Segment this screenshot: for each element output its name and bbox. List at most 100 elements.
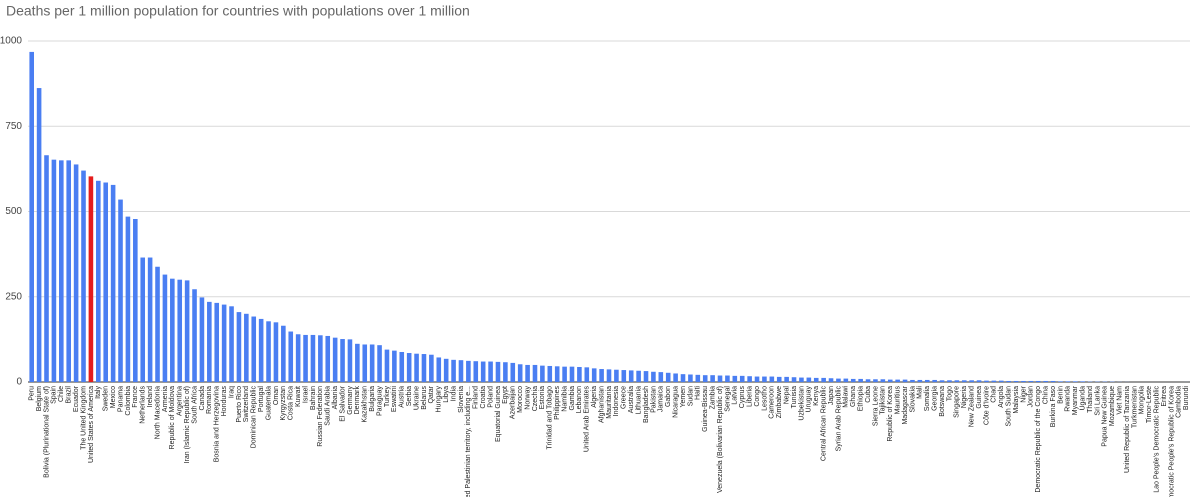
- x-tick-label: Haiti: [695, 386, 702, 400]
- bar: [451, 359, 456, 382]
- x-tick-label: Kenya: [813, 386, 820, 406]
- bar: [88, 176, 94, 382]
- bar: [1028, 380, 1034, 382]
- x-tick-label: North Macedonia: [154, 386, 161, 439]
- x-tick-label: Turkey: [384, 386, 391, 408]
- bar: [458, 360, 464, 382]
- bar: [584, 367, 590, 382]
- bar: [73, 164, 79, 382]
- x-tick-label: Mauritius: [894, 386, 901, 415]
- x-tick-label: Zimbabwe: [776, 386, 783, 418]
- bar: [29, 51, 34, 383]
- bar: [429, 354, 434, 382]
- x-tick-label: Iran (Islamic Republic of): [184, 386, 191, 463]
- x-tick-label: Bosnia and Herzegovina: [214, 386, 221, 462]
- x-tick-label: Cambodia: [1176, 386, 1183, 418]
- bar: [1050, 380, 1056, 382]
- bar: [503, 362, 508, 382]
- x-tick-label: Japan: [828, 386, 835, 405]
- x-tick-label: Burundi: [1183, 386, 1190, 411]
- x-tick-label: Lao People's Democratic Republic: [1154, 386, 1161, 493]
- x-tick-label: Rwanda: [1065, 386, 1072, 412]
- x-tick-label: Slovakia: [909, 386, 916, 413]
- x-tick-label: Eritrea: [1161, 386, 1168, 407]
- bar: [125, 216, 131, 382]
- bar: [717, 375, 723, 382]
- x-tick-label: Slovenia: [458, 386, 465, 413]
- x-tick-label: Germany: [347, 386, 354, 415]
- bar: [998, 380, 1004, 382]
- x-tick-label: Mauritania: [606, 386, 613, 419]
- bar: [769, 376, 775, 382]
- x-tick-label: Occupied Palestinian territory, includin…: [465, 386, 472, 497]
- y-tick-label: 750: [5, 121, 22, 132]
- bar: [525, 364, 530, 382]
- x-tick-label: El Salvador: [339, 385, 346, 421]
- bar: [725, 375, 730, 382]
- bar: [1058, 381, 1063, 382]
- x-tick-label: Viet Nam: [1117, 386, 1124, 415]
- bar: [147, 257, 153, 382]
- x-tick-label: Gambia: [569, 386, 576, 411]
- bar: [466, 360, 471, 382]
- x-tick-label: Serbia: [406, 386, 413, 406]
- x-tick-label: Saudi Arabia: [325, 386, 332, 426]
- bar: [236, 312, 242, 382]
- x-tick-label: Turkmenistan: [1131, 386, 1138, 428]
- bar: [110, 184, 116, 382]
- x-tick-label: Finland: [473, 386, 480, 409]
- bar: [192, 289, 197, 382]
- x-tick-label: Croatia: [480, 386, 487, 409]
- x-tick-label: Trinidad and Tobago: [547, 386, 554, 450]
- bar: [917, 379, 923, 382]
- x-tick-label: Sierra Leone: [872, 386, 879, 426]
- bar: [540, 365, 545, 382]
- bar: [414, 353, 419, 382]
- x-tick-label: Malaysia: [1013, 386, 1020, 414]
- bar: [244, 313, 249, 382]
- x-tick-label: Ireland: [147, 386, 154, 408]
- x-tick-label: Mozambique: [1109, 386, 1116, 426]
- x-tick-label: Uganda: [1080, 386, 1087, 411]
- bar: [421, 354, 427, 382]
- x-tick-label: Kyrgyzstan: [280, 386, 287, 421]
- bar: [688, 374, 693, 382]
- bar: [784, 376, 789, 382]
- x-tick-label: Congo: [754, 386, 761, 407]
- x-tick-label: Australia: [628, 386, 635, 413]
- bar: [177, 279, 183, 382]
- x-tick-label: Portugal: [258, 386, 265, 413]
- bar: [332, 337, 338, 382]
- x-tick-label: Brazil: [66, 386, 73, 404]
- bar: [318, 335, 323, 382]
- bar: [547, 365, 553, 382]
- bar: [621, 370, 627, 382]
- x-tick-label: Romania: [206, 386, 213, 414]
- bar: [258, 318, 264, 382]
- x-tick-label: Ecuador: [73, 385, 80, 412]
- x-tick-label: Bangladesh: [643, 386, 650, 423]
- x-tick-label: Nepal: [783, 386, 790, 405]
- x-tick-label: Jordan: [1028, 386, 1035, 408]
- y-tick-label: 250: [5, 291, 22, 302]
- bar: [636, 370, 641, 382]
- x-tick-label: Zambia: [709, 386, 716, 409]
- x-tick-label: Colombia: [125, 386, 132, 416]
- x-tick-label: Poland: [487, 386, 494, 408]
- bar: [969, 380, 974, 382]
- x-tick-label: Thailand: [1087, 386, 1094, 413]
- bar: [910, 379, 915, 382]
- bar: [362, 344, 368, 382]
- y-tick-label: 500: [5, 206, 22, 217]
- x-tick-label: Denmark: [354, 386, 361, 415]
- x-tick-label: United Republic of Tanzania: [1124, 386, 1131, 473]
- x-tick-label: Panama: [117, 386, 124, 412]
- bar: [162, 274, 168, 382]
- bar: [932, 379, 937, 382]
- bar: [858, 378, 863, 382]
- x-tick-label: China: [1043, 386, 1050, 404]
- x-tick-label: Azerbaijan: [510, 386, 517, 419]
- x-tick-label: Russian Federation: [317, 386, 324, 447]
- x-tick-label: Cuba: [865, 386, 872, 403]
- x-tick-label: Indonesia: [613, 386, 620, 416]
